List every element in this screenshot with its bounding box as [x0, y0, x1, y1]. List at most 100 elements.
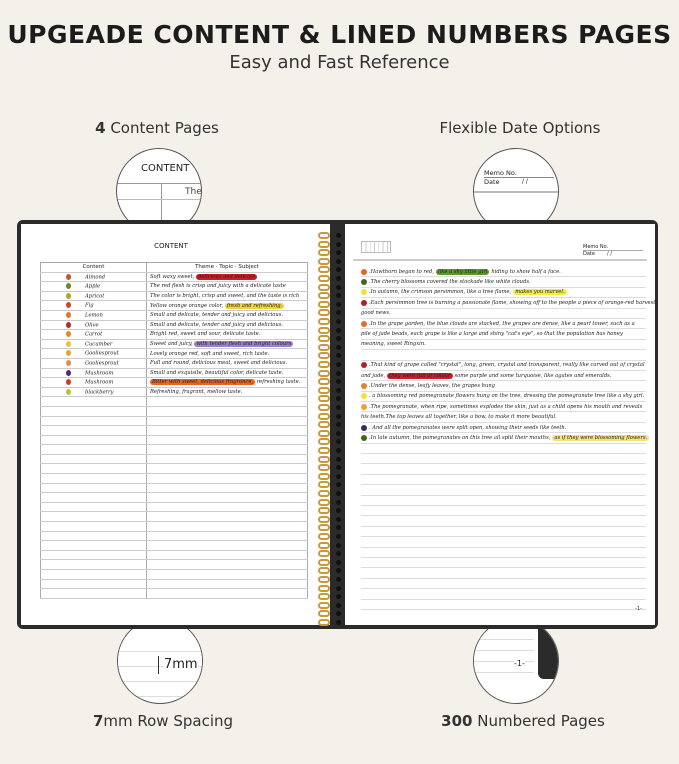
spiral-ring: [318, 343, 330, 351]
ruled-line[interactable]: [361, 527, 646, 538]
ruled-line[interactable]: [361, 350, 646, 361]
content-row[interactable]: Apple The red flesh is crisp and juicy w…: [40, 281, 308, 292]
punch-hole: [336, 336, 341, 342]
number-badge-icon: [361, 403, 367, 410]
ruled-line[interactable]: [361, 548, 646, 558]
empty-row[interactable]: [40, 416, 308, 427]
content-row[interactable]: Apricot The color is bright, crisp and s…: [40, 291, 308, 302]
empty-row[interactable]: [40, 511, 308, 523]
spiral-ring: [318, 369, 330, 377]
ruled-line[interactable]: [361, 600, 646, 610]
punch-hole: [336, 362, 341, 367]
content-row[interactable]: Carrot Bright red, sweet and sour, delic…: [40, 329, 308, 340]
ruled-line[interactable]: .Under the dense, leafy leaves, the grap…: [361, 381, 646, 392]
line-text: good news.: [361, 310, 391, 317]
content-row[interactable]: Lemon Small and delicate, tender and jui…: [40, 310, 308, 321]
fruit-icon: [66, 321, 71, 328]
ruled-line[interactable]: [361, 454, 646, 465]
punch-hole: [336, 344, 341, 350]
ruled-line[interactable]: [361, 579, 646, 590]
ruled-line[interactable]: .The cherry blossoms covered the stockad…: [361, 277, 646, 288]
empty-row[interactable]: [40, 483, 308, 494]
ruled-line[interactable]: [361, 558, 646, 569]
ruled-line[interactable]: .That kind of grape called "crystal", lo…: [361, 361, 646, 371]
ruled-line[interactable]: . And all the pomegranates were split op…: [361, 423, 646, 434]
content-row[interactable]: Gooliesprout Full and round, delicious m…: [40, 358, 308, 369]
ruled-line[interactable]: meaning, sweet Ringxin.: [361, 340, 646, 351]
punch-hole: [336, 422, 341, 428]
ruled-line[interactable]: [361, 475, 646, 486]
ruled-line[interactable]: [361, 464, 646, 475]
ruled-line[interactable]: [361, 568, 646, 579]
punch-hole: [336, 508, 341, 514]
empty-row[interactable]: [40, 531, 308, 542]
empty-row[interactable]: [40, 435, 308, 446]
ruled-line[interactable]: [361, 589, 646, 600]
content-row[interactable]: Cucumber Sweet and juicy, with tender fl…: [40, 339, 308, 350]
ruled-line[interactable]: .In the grape garden, the blue clouds ar…: [361, 319, 646, 330]
empty-row[interactable]: [40, 550, 308, 561]
fruit-icon: [66, 302, 71, 309]
ruled-line[interactable]: .Hawthorn began to red, like a shy little…: [361, 267, 646, 278]
fruit-icon: [66, 379, 71, 386]
empty-row[interactable]: [40, 588, 308, 599]
content-row[interactable]: Gooliesprout Lovely orange red, soft and…: [40, 348, 308, 359]
spiral-ring: [318, 318, 330, 325]
line-text: meaning, sweet Ringxin.: [361, 341, 426, 348]
empty-row[interactable]: [40, 502, 308, 513]
ruled-line[interactable]: [361, 506, 646, 517]
ruled-line[interactable]: [361, 444, 646, 455]
content-row[interactable]: blackberry Refreshing, fragrant, mellow …: [40, 387, 308, 398]
empty-row[interactable]: [40, 454, 308, 465]
ruled-line[interactable]: .Each persimmon tree is burning a passio…: [361, 298, 655, 309]
ruled-line[interactable]: . a blossoming red pomegranate flowers h…: [361, 392, 646, 403]
empty-row[interactable]: [40, 579, 308, 590]
ruled-line[interactable]: [361, 537, 646, 548]
ruled-line[interactable]: .In late autumn, the pomegranates on thi…: [361, 433, 650, 444]
magnified-memo: Memo No.: [484, 169, 554, 178]
spiral-ring: [318, 584, 330, 592]
empty-row[interactable]: [40, 492, 308, 503]
spiral-ring: [318, 447, 330, 454]
empty-row[interactable]: [40, 521, 308, 532]
feature-date-options: Flexible Date Options: [400, 119, 640, 137]
ruled-line[interactable]: [361, 496, 646, 506]
ruled-line[interactable]: and jade, they were full of colour some p…: [361, 371, 646, 382]
memo-number-field[interactable]: Memo No.: [583, 244, 643, 251]
ruled-line[interactable]: good news.: [361, 309, 646, 319]
date-field[interactable]: / /: [607, 251, 612, 257]
content-row[interactable]: Fig Yellow orange orange color, fresh an…: [40, 300, 308, 311]
ruled-line[interactable]: [361, 485, 646, 496]
content-row[interactable]: Mushroom Small and exquisite, beautiful …: [40, 368, 308, 379]
spiral-ring: [318, 524, 330, 532]
empty-row[interactable]: [40, 396, 308, 407]
content-row[interactable]: Mushroom Bitter with sweet, delicious fr…: [40, 377, 308, 388]
content-row[interactable]: Olive Small and delicate, tender and jui…: [40, 320, 308, 331]
empty-row[interactable]: [40, 473, 308, 484]
column-header-content: Content: [40, 262, 147, 273]
punch-hole: [336, 233, 341, 238]
ruled-line[interactable]: [361, 516, 646, 527]
spiral-ring: [318, 275, 330, 282]
content-row[interactable]: Almond Soft waxy sweet, delicious and de…: [40, 272, 308, 283]
empty-row[interactable]: [40, 444, 308, 455]
spiral-ring: [318, 490, 330, 497]
ruled-line[interactable]: .The pomegranate, when ripe, sometimes e…: [361, 402, 646, 413]
punch-hole: [336, 310, 341, 316]
content-name: blackberry: [85, 389, 114, 396]
number-badge-icon: [361, 382, 367, 389]
ruled-line[interactable]: pile of jade beads, each grape is like a…: [361, 329, 646, 340]
ruled-line[interactable]: his teeth.The top leaves all together, l…: [361, 412, 646, 423]
line-text: .Hawthorn began to red,: [369, 268, 434, 275]
empty-row[interactable]: [40, 559, 308, 570]
empty-row[interactable]: [40, 540, 308, 551]
ruled-line[interactable]: .In autumn, the crimson persimmon, like …: [361, 288, 646, 299]
empty-row[interactable]: [40, 569, 308, 580]
empty-row[interactable]: [40, 406, 308, 417]
punch-hole: [336, 353, 341, 359]
empty-row[interactable]: [40, 425, 308, 436]
weekday-checkboxes[interactable]: [361, 241, 391, 253]
content-name: Cucumber: [85, 341, 113, 348]
empty-row[interactable]: [40, 463, 308, 475]
feature-numbered-pages: 300 Numbered Pages: [403, 712, 643, 730]
